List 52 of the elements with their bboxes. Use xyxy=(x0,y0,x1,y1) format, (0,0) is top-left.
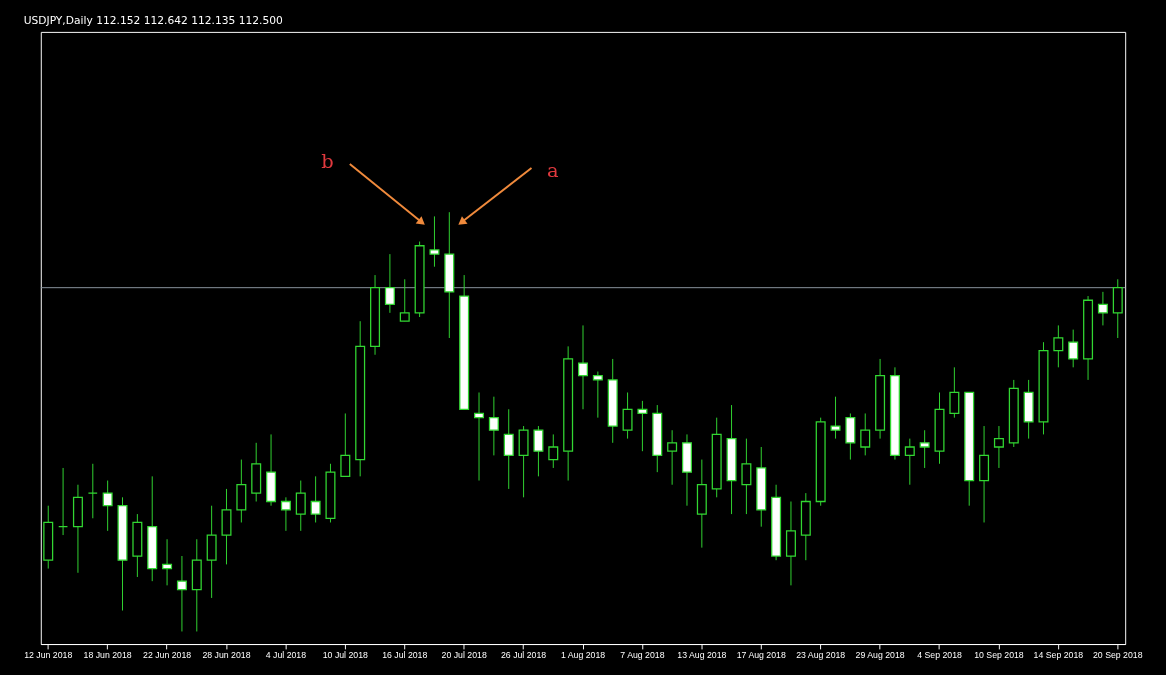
text: a xyxy=(547,158,560,182)
candlestick xyxy=(162,538,173,586)
candlestick xyxy=(637,400,648,452)
text: b xyxy=(321,149,334,173)
candlestick xyxy=(919,429,930,469)
candlestick xyxy=(1068,329,1079,368)
candlestick xyxy=(622,392,633,440)
x-tick-label: 23 Aug 2018 xyxy=(796,650,846,661)
candlestick xyxy=(741,438,752,515)
x-tick-label: 10 Jul 2018 xyxy=(322,650,369,661)
candlestick xyxy=(949,366,960,419)
x-tick-label: 29 Aug 2018 xyxy=(855,650,905,661)
x-tick-label: 4 Jul 2018 xyxy=(265,650,307,661)
x-tick-label: 22 Jun 2018 xyxy=(143,650,192,661)
candlestick xyxy=(667,429,678,486)
x-tick-label: 1 Aug 2018 xyxy=(560,650,606,661)
chart-title: USDJPY,Daily 112.152 112.642 112.135 112.500 xyxy=(23,14,284,28)
candlestick xyxy=(904,438,915,486)
x-tick-label: 12 Jun 2018 xyxy=(24,650,73,661)
candlestick xyxy=(548,433,559,469)
candlestick xyxy=(384,253,395,314)
x-tick-label: 10 Sep 2018 xyxy=(974,650,1024,661)
candlestick xyxy=(503,408,514,490)
candlestick xyxy=(1097,291,1108,326)
candlestick xyxy=(533,425,544,477)
candlestick xyxy=(340,412,351,477)
candlestick xyxy=(488,396,499,456)
candlestick xyxy=(429,215,440,268)
x-tick-label: 28 Jun 2018 xyxy=(202,650,251,661)
candlestick xyxy=(176,555,187,632)
candlestick xyxy=(578,324,588,410)
candlestick xyxy=(993,425,1004,469)
candlestick xyxy=(102,480,113,532)
candlestick xyxy=(592,371,603,419)
x-tick-label: 20 Sep 2018 xyxy=(1092,650,1143,661)
x-tick-label: 26 Jul 2018 xyxy=(501,650,547,661)
candlestick xyxy=(474,392,485,482)
candlestick xyxy=(399,278,410,322)
candlestick xyxy=(860,412,871,456)
candlestick xyxy=(295,480,306,532)
candlestick xyxy=(310,475,321,523)
x-tick-label: 18 Jun 2018 xyxy=(83,650,132,661)
candlestick xyxy=(280,496,291,532)
x-tick-label: 14 Sep 2018 xyxy=(1033,650,1084,661)
x-tick-label: 4 Sep 2018 xyxy=(917,650,962,661)
candlestick xyxy=(1053,324,1064,368)
candlestick xyxy=(830,396,841,440)
x-tick-label: 13 Aug 2018 xyxy=(677,650,727,661)
x-tick-label: 17 Aug 2018 xyxy=(736,650,786,661)
x-tick-label: 20 Jul 2018 xyxy=(441,650,487,661)
x-tick-label: 16 Jul 2018 xyxy=(382,650,428,661)
x-tick-label: 7 Aug 2018 xyxy=(620,650,665,661)
